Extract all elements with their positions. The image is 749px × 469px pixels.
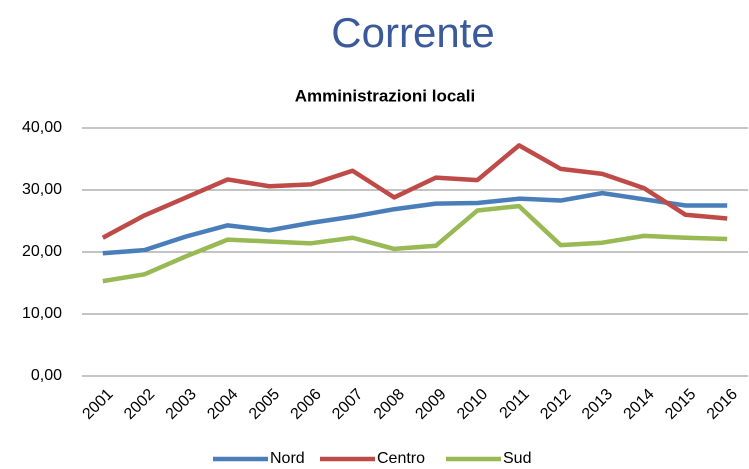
x-tick-label: 2005 xyxy=(246,386,283,423)
legend-label: Centro xyxy=(377,450,425,467)
x-tick-label: 2010 xyxy=(454,386,491,423)
x-tick-label: 2006 xyxy=(288,386,325,423)
x-tick-label: 2002 xyxy=(121,386,158,423)
chart-subtitle: Amministrazioni locali xyxy=(295,86,475,105)
x-tick-label: 2008 xyxy=(371,386,408,423)
y-tick-label: 10,00 xyxy=(22,305,62,322)
x-tick-label: 2004 xyxy=(204,386,241,423)
series-line xyxy=(102,190,728,256)
y-tick-label: 0,00 xyxy=(31,367,62,384)
x-tick-label: 2003 xyxy=(163,386,200,423)
x-tick-label: 2012 xyxy=(537,386,574,423)
series-line xyxy=(102,203,728,284)
x-tick-label: 2001 xyxy=(79,386,116,423)
legend-label: Sud xyxy=(503,450,531,467)
y-tick-label: 40,00 xyxy=(22,119,62,136)
x-tick-label: 2011 xyxy=(497,386,533,422)
series-line xyxy=(101,143,728,240)
x-tick-label: 2013 xyxy=(579,386,616,423)
legend-label: Nord xyxy=(270,450,305,467)
y-tick-label: 20,00 xyxy=(22,243,62,260)
y-tick-label: 30,00 xyxy=(22,181,62,198)
x-tick-label: 2007 xyxy=(329,386,366,423)
x-tick-label: 2009 xyxy=(412,386,449,423)
x-tick-label: 2015 xyxy=(662,386,699,423)
x-tick-label: 2014 xyxy=(621,386,658,423)
x-tick-label: 2016 xyxy=(704,386,741,423)
chart-title: Corrente xyxy=(331,9,494,56)
